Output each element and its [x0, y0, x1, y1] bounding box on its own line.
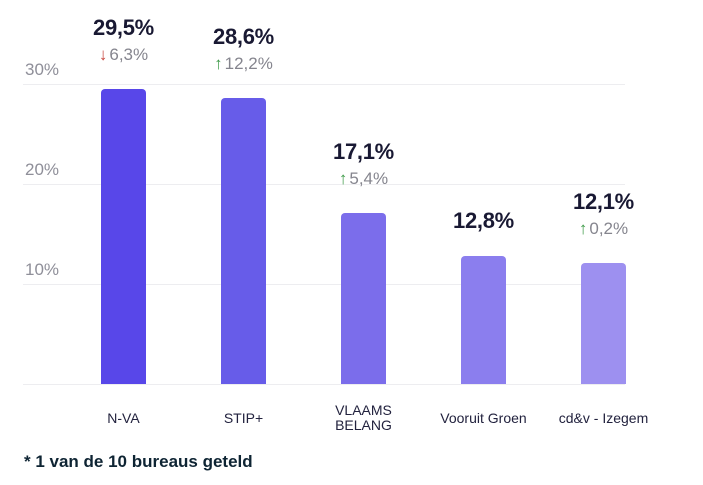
x-axis-category-label: N-VA [107, 409, 140, 426]
change-value: 0,2% [589, 219, 629, 238]
bar-3[interactable] [461, 256, 506, 384]
change-label: ↓ 6,3% [44, 42, 204, 68]
bar-4[interactable] [581, 263, 626, 384]
x-axis-category-label: STIP+ [223, 409, 264, 426]
value-label: 12,1% [573, 189, 634, 214]
gridline-20 [23, 184, 625, 185]
arrow-up-icon: ↑ [214, 54, 223, 73]
x-axis-category-label: cd&v - Izegem [558, 409, 649, 426]
value-stack-1: 28,6% ↑ 12,2% [164, 23, 324, 77]
arrow-up-icon: ↑ [578, 219, 588, 238]
change-value: 6,3% [109, 45, 149, 64]
value-label: 12,8% [453, 208, 514, 233]
bar-0[interactable] [101, 89, 146, 384]
change-value: 12,2% [224, 54, 273, 73]
x-axis-category-label: VLAAMS BELANG [335, 402, 392, 433]
footnote: * 1 van de 10 bureaus geteld [24, 452, 253, 471]
y-axis-tick-label: 10% [25, 260, 60, 279]
value-stack-4: 12,1% ↑ 0,2% [524, 188, 684, 242]
gridline-10 [23, 284, 625, 285]
arrow-down-icon: ↓ [98, 45, 108, 64]
change-label: ↑ 12,2% [164, 51, 324, 77]
gridline-0 [23, 384, 625, 385]
bar-1[interactable] [221, 98, 266, 384]
gridline-30 [23, 84, 625, 85]
value-stack-2: 17,1% ↑ 5,4% [284, 138, 444, 192]
y-axis-tick-label: 30% [25, 60, 60, 79]
bar-2[interactable] [341, 213, 386, 384]
value-stack-3: 12,8% [404, 207, 564, 235]
value-label: 29,5% [93, 15, 154, 40]
change-label: ↑ 5,4% [284, 166, 444, 192]
x-axis-category-label: Vooruit Groen [440, 409, 527, 426]
y-axis-tick-label: 20% [25, 160, 60, 179]
value-label: 17,1% [333, 139, 394, 164]
value-label: 28,6% [213, 24, 274, 49]
arrow-up-icon: ↑ [338, 169, 348, 188]
change-label: ↑ 0,2% [524, 216, 684, 242]
value-stack-0: 29,5% ↓ 6,3% [44, 14, 204, 68]
change-value: 5,4% [349, 169, 389, 188]
